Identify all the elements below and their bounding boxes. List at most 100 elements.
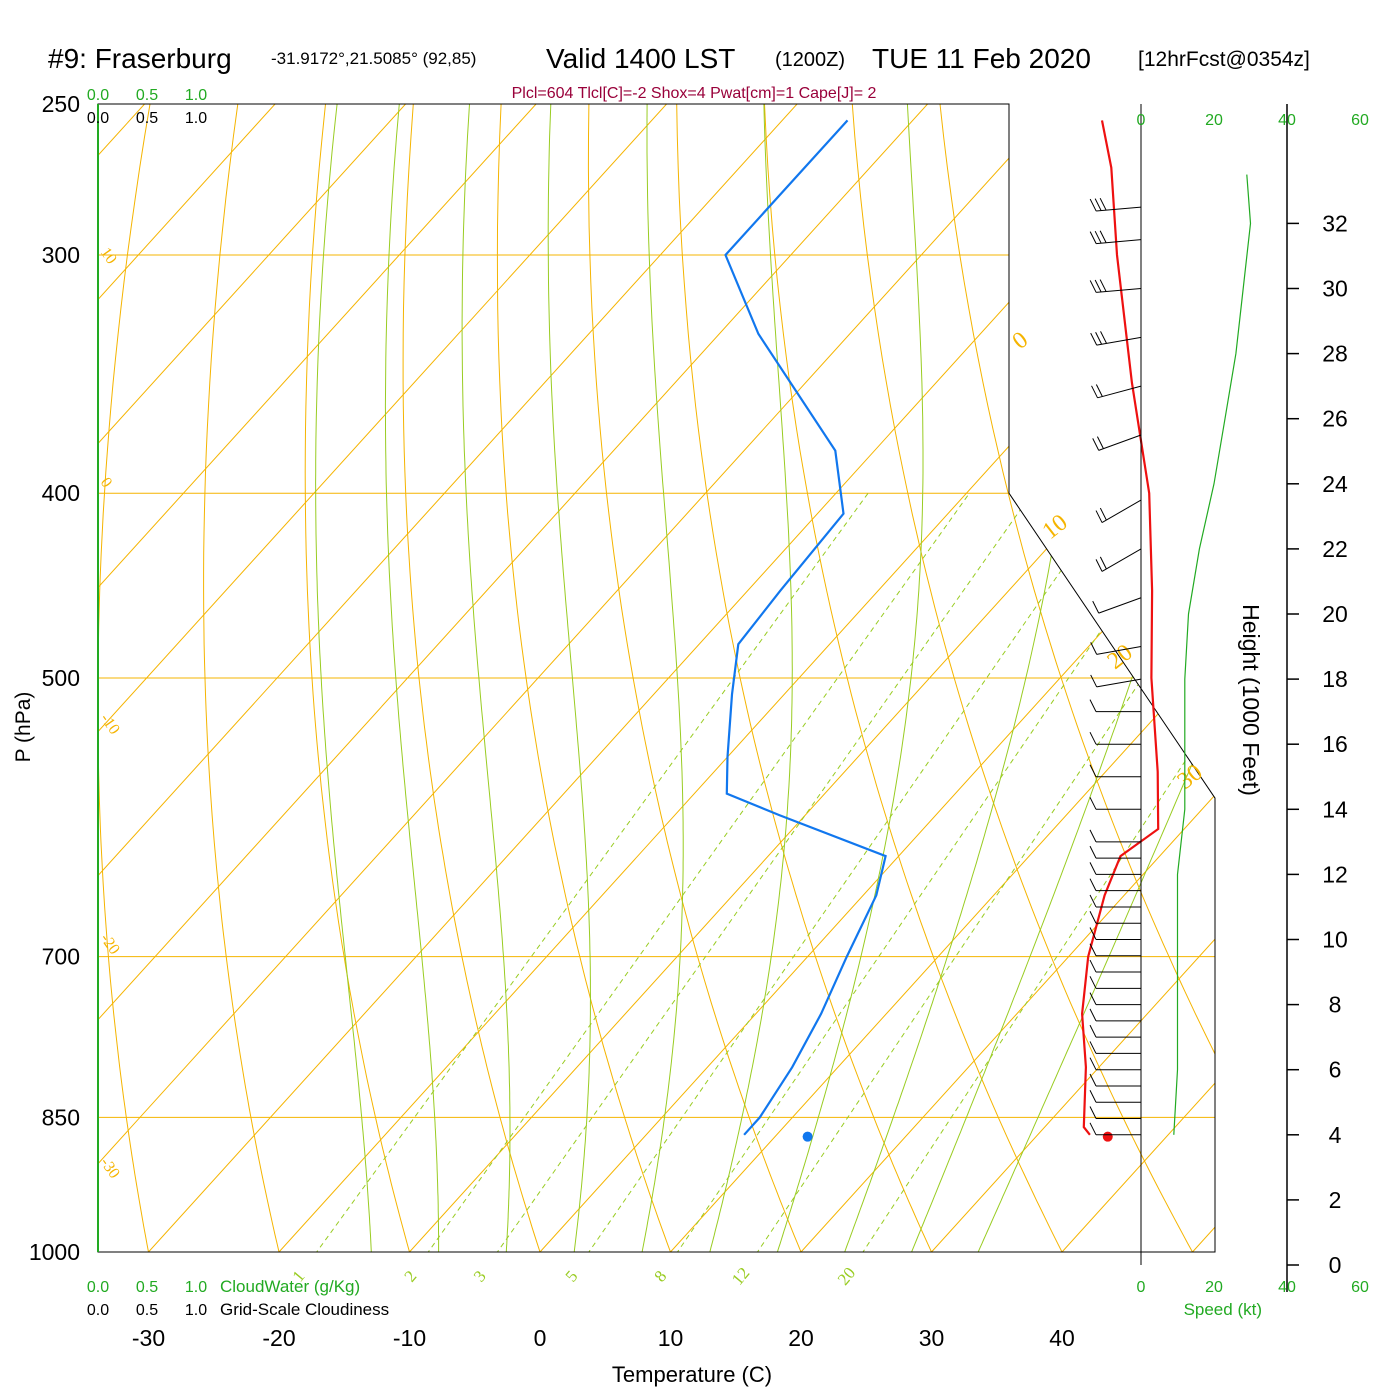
- wind-barb-flag: [1089, 959, 1097, 973]
- mixing-ratio-label: 12: [728, 1264, 753, 1289]
- speed-tick-bottom: 0: [1137, 1279, 1146, 1296]
- wind-barb: [1092, 434, 1142, 451]
- wind-barb: [1089, 829, 1141, 843]
- height-tick-label: 18: [1322, 666, 1348, 692]
- x-tick-label: 10: [658, 1325, 684, 1351]
- pressure-tick-label: 300: [42, 242, 80, 268]
- wind-barb-flag: [1089, 1024, 1097, 1038]
- wind-barb: [1089, 797, 1141, 810]
- isotherm-line: [98, 104, 928, 1252]
- pressure-tick-label: 850: [42, 1104, 80, 1130]
- moist-adiabat: [384, 104, 440, 1252]
- cloud-water-label: CloudWater (g/Kg): [220, 1277, 360, 1296]
- cloud-water-tick-bottom: 1.0: [185, 1279, 207, 1296]
- height-tick-label: 26: [1322, 406, 1348, 432]
- wind-barb: [1089, 878, 1141, 892]
- isotherm-line: [1192, 104, 1215, 1252]
- speed-tick-bottom: 20: [1205, 1279, 1223, 1296]
- cloudiness-tick-top: 0.5: [136, 110, 158, 127]
- dewpoint-profile: [724, 119, 887, 1136]
- mixing-ratio-line: [846, 492, 1215, 1252]
- isotherm-label-left: -20: [97, 931, 123, 958]
- x-axis-title: Temperature (C): [612, 1362, 772, 1387]
- moist-adiabat: [461, 104, 511, 1252]
- height-tick-label: 10: [1322, 927, 1348, 953]
- wind-barb: [1089, 992, 1141, 1006]
- isotherm-label-right: 0: [1008, 327, 1033, 355]
- wind-barb: [1089, 279, 1142, 293]
- wind-barb-flag: [1089, 878, 1097, 891]
- stability-indices: Plcl=604 Tlcl[C]=-2 Shox=4 Pwat[cm]=1 Ca…: [512, 85, 877, 102]
- zulu-time: (1200Z): [775, 49, 845, 71]
- surface-temperature-dot: [1102, 1131, 1113, 1142]
- height-tick-label: 30: [1322, 276, 1348, 302]
- wind-barb-flag: [1089, 198, 1097, 212]
- wind-barb: [1091, 384, 1142, 399]
- wind-barb-flag: [1089, 927, 1097, 940]
- wind-barb-flag: [1090, 642, 1098, 655]
- dry-adiabat: [926, 104, 1215, 1252]
- wind-barb: [1095, 499, 1142, 524]
- mixing-ratio-label: 3: [470, 1267, 490, 1286]
- forecast-date: TUE 11 Feb 2020: [872, 43, 1091, 74]
- wind-barb-flag: [1089, 992, 1097, 1005]
- wind-barb-flag: [1100, 331, 1107, 344]
- isotherm-line: [98, 104, 667, 1252]
- cloud-water-tick-bottom: 0.5: [136, 1279, 158, 1296]
- wind-barb: [1092, 597, 1142, 614]
- cloudiness-tick-bottom: 1.0: [185, 1302, 207, 1319]
- wind-barb-shaft: [1101, 548, 1142, 572]
- wind-barb-flag: [1089, 976, 1097, 989]
- wind-barb-flag: [1089, 1073, 1097, 1087]
- wind-barb-flag: [1089, 280, 1097, 293]
- mixing-ratio-label: 8: [650, 1267, 670, 1286]
- wind-barb-flag: [1094, 230, 1102, 244]
- pressure-tick-label: 400: [42, 480, 80, 506]
- x-tick-label: -30: [132, 1325, 165, 1351]
- valid-time: Valid 1400 LST: [546, 43, 735, 74]
- isotherm-label-left: 0: [97, 475, 116, 491]
- x-tick-label: -20: [262, 1325, 295, 1351]
- wind-barb-shaft: [1098, 597, 1142, 614]
- wind-barb-flag: [1089, 1106, 1097, 1119]
- speed-tick-bottom: 60: [1351, 1279, 1369, 1296]
- wind-barb-flag: [1089, 731, 1097, 745]
- isotherm-label-left: -10: [97, 711, 123, 738]
- wind-barb-flag: [1089, 911, 1097, 924]
- wind-barb-shaft: [1096, 206, 1142, 212]
- moist-adiabat: [959, 104, 1215, 1252]
- surface-dewpoint-dot: [802, 1131, 813, 1142]
- wind-barb-flag: [1089, 943, 1097, 956]
- cloud-water-tick-top: 0.5: [136, 87, 158, 104]
- mixing-ratio-line: [740, 492, 1215, 1252]
- wind-barb-shaft: [1101, 499, 1142, 524]
- wind-barb-flag: [1099, 279, 1107, 292]
- wind-barb-flag: [1092, 600, 1100, 614]
- isotherm-line: [0, 104, 14, 1252]
- x-tick-label: 30: [919, 1325, 945, 1351]
- wind-barb: [1089, 1024, 1141, 1038]
- isotherm-label-right: 20: [1103, 639, 1138, 674]
- moist-adiabat: [633, 104, 684, 1252]
- wind-barb: [1089, 197, 1142, 212]
- isotherm-label-left: 10: [97, 245, 120, 268]
- cloudiness-tick-bottom: 0.5: [136, 1302, 158, 1319]
- wind-barb-flag: [1089, 894, 1097, 908]
- mixing-ratio-line: [660, 492, 1195, 1252]
- station-title: #9: Fraserburg: [48, 43, 232, 74]
- wind-barb: [1089, 764, 1141, 778]
- wind-barb-flag: [1099, 556, 1107, 570]
- dry-adiabat: [1008, 104, 1215, 1252]
- speed-tick-top: 60: [1351, 112, 1369, 129]
- dry-adiabat: [843, 104, 1215, 1252]
- wind-barb-flag: [1089, 1041, 1097, 1054]
- mixing-ratio-label: 2: [400, 1267, 420, 1286]
- wind-barb: [1089, 911, 1141, 924]
- wind-barb-shaft: [1096, 678, 1142, 688]
- wind-barb-flag: [1099, 230, 1107, 243]
- height-axis-title: Height (1000 Feet): [1238, 604, 1264, 796]
- cloudiness-tick-bottom: 0.0: [87, 1302, 109, 1319]
- wind-barb-flag: [1089, 829, 1097, 843]
- dry-adiabat: [675, 104, 951, 1252]
- wind-barb-flag: [1089, 845, 1097, 859]
